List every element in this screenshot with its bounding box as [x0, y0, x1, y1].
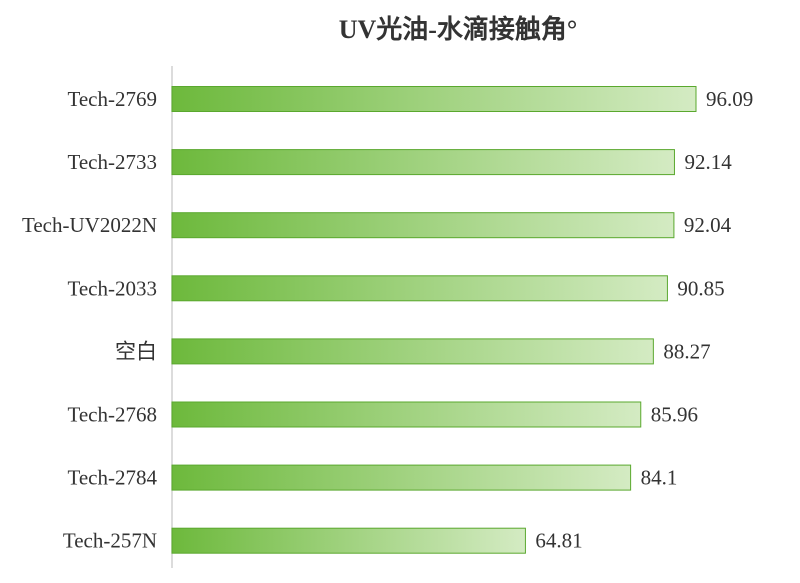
bar: [171, 275, 668, 302]
category-label: Tech-2733: [68, 150, 158, 174]
value-labels: 96.09 92.14 92.04 90.85 88.27 85.96 84.1 64.81: [535, 87, 753, 553]
value-label: 92.14: [684, 150, 732, 174]
bar: [171, 401, 642, 428]
bars-layer: [171, 86, 697, 554]
category-label: Tech-2769: [68, 87, 158, 111]
value-label: 92.04: [684, 213, 732, 237]
bar: [171, 527, 526, 554]
chart-title: UV光油-水滴接触角°: [339, 14, 578, 44]
bar: [171, 149, 675, 176]
category-label: Tech-2033: [68, 276, 158, 300]
category-label: Tech-2768: [68, 403, 158, 427]
category-label: Tech-2784: [68, 466, 158, 490]
bar: [171, 212, 675, 239]
bar: [171, 338, 654, 365]
category-labels: Tech-2769 Tech-2733 Tech-UV2022N Tech-2033 空…: [22, 87, 157, 553]
category-label: Tech-257N: [63, 529, 157, 553]
category-label: Tech-UV2022N: [22, 213, 157, 237]
category-label: 空白: [115, 339, 157, 363]
value-label: 85.96: [651, 403, 698, 427]
bar: [171, 86, 697, 112]
value-label: 84.1: [641, 466, 678, 490]
value-label: 96.09: [706, 87, 753, 111]
value-label: 64.81: [535, 529, 582, 553]
value-label: 90.85: [677, 276, 724, 300]
bar: [171, 464, 632, 491]
value-label: 88.27: [663, 339, 710, 363]
